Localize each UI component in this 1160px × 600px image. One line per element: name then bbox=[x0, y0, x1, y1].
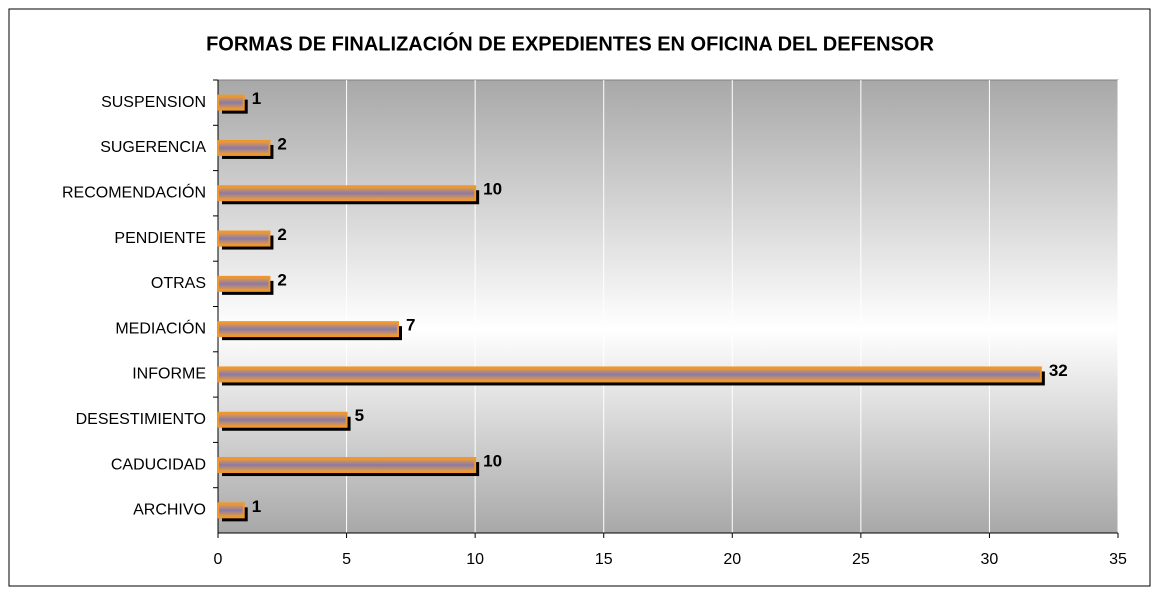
x-tick-label: 0 bbox=[214, 551, 223, 568]
bar bbox=[217, 185, 477, 202]
data-label: 10 bbox=[483, 180, 502, 199]
y-tick-label: RECOMENDACIÓN bbox=[62, 182, 206, 201]
bar bbox=[217, 275, 271, 292]
data-label: 7 bbox=[406, 316, 415, 335]
bar bbox=[217, 139, 271, 156]
y-tick-label: INFORME bbox=[132, 366, 206, 383]
y-tick-label: OTRAS bbox=[151, 275, 206, 292]
data-label: 2 bbox=[277, 134, 286, 153]
y-tick-label: CADUCIDAD bbox=[111, 456, 206, 473]
bar bbox=[217, 321, 399, 338]
x-tick-label: 15 bbox=[595, 551, 613, 568]
data-label: 1 bbox=[252, 89, 261, 108]
bar bbox=[217, 366, 1042, 383]
bar bbox=[217, 411, 348, 428]
data-label: 2 bbox=[277, 270, 286, 289]
x-tick-label: 10 bbox=[466, 551, 484, 568]
bar bbox=[217, 502, 245, 519]
y-tick-label: SUSPENSION bbox=[101, 94, 206, 111]
y-tick-label: MEDIACIÓN bbox=[115, 318, 206, 337]
bar bbox=[217, 457, 477, 474]
x-tick-label: 20 bbox=[723, 551, 741, 568]
data-label: 5 bbox=[355, 406, 364, 425]
data-label: 2 bbox=[277, 225, 286, 244]
y-tick-label: SUGERENCIA bbox=[100, 139, 206, 156]
bar bbox=[217, 230, 271, 247]
y-tick-label: ARCHIVO bbox=[133, 502, 206, 519]
y-tick-label: PENDIENTE bbox=[114, 230, 206, 247]
data-label: 1 bbox=[252, 497, 261, 516]
data-label: 32 bbox=[1049, 361, 1068, 380]
x-tick-label: 35 bbox=[1109, 551, 1127, 568]
y-tick-label: DESESTIMIENTO bbox=[76, 411, 206, 428]
bar bbox=[217, 94, 245, 111]
chart-title: FORMAS DE FINALIZACIÓN DE EXPEDIENTES EN… bbox=[206, 31, 934, 55]
data-label: 10 bbox=[483, 452, 502, 471]
x-tick-label: 25 bbox=[852, 551, 870, 568]
x-tick-label: 5 bbox=[342, 551, 351, 568]
x-tick-label: 30 bbox=[981, 551, 999, 568]
